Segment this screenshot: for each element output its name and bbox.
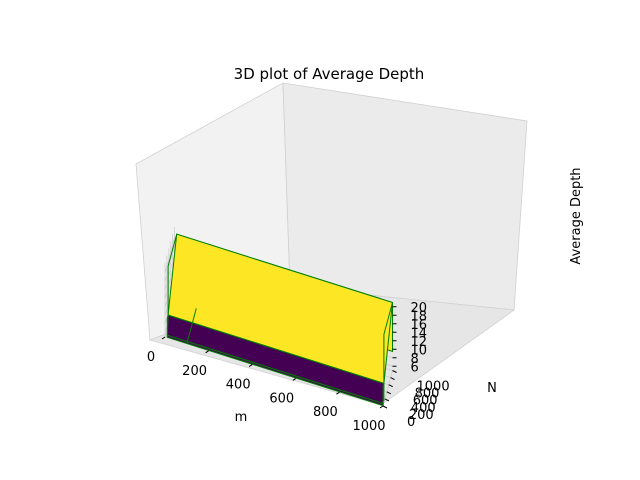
y-tick-mark [384, 398, 390, 402]
z-axis-label: Average Depth [569, 167, 584, 264]
y-tick-label: 600 [413, 394, 438, 409]
z-tick-label: 18 [411, 309, 428, 324]
grid-line-m [382, 370, 393, 407]
x-tick-label: 400 [226, 378, 251, 393]
x-tick-label: 800 [313, 405, 338, 420]
y-tick-mark [390, 377, 395, 381]
z-tick-label: 8 [411, 352, 419, 367]
z-tick-label: 10 [411, 343, 428, 358]
y-tick-label: 400 [411, 401, 436, 416]
y-tick-label: 200 [409, 408, 434, 423]
depth-surface [166, 233, 394, 407]
chart-title: 3D plot of Average Depth [234, 65, 425, 83]
y-tick-mark [388, 384, 393, 388]
x-axis-label: m [235, 410, 248, 425]
z-tick-label: 12 [411, 335, 428, 350]
y-tick-mark [386, 391, 392, 395]
x-tick-mark [292, 377, 297, 381]
y-axis-label: N [487, 381, 497, 396]
y-tick-label: 1000 [417, 380, 450, 395]
y-tick-label: 0 [407, 415, 415, 430]
surface-edge-m-1 [186, 308, 197, 344]
z-tick-label: 6 [411, 360, 419, 375]
y-tick-mark [392, 370, 397, 373]
x-tick-mark [379, 405, 384, 409]
x-tick-label: 600 [269, 391, 294, 406]
y-tick-mark [382, 405, 388, 409]
z-tick-label: 16 [411, 318, 428, 333]
x-tick-label: 200 [182, 364, 207, 379]
surface-edge-m-0 [166, 234, 178, 338]
z-tick-label: 20 [411, 301, 428, 316]
x-tick-mark [161, 336, 166, 340]
surface-edge-m-2 [382, 302, 393, 406]
x-tick-mark [336, 391, 340, 395]
x-tick-label: 1000 [352, 419, 385, 434]
back-pane-right [282, 82, 528, 311]
z-tick-label: 14 [411, 326, 428, 341]
x-tick-mark [205, 350, 209, 354]
x-tick-label: 0 [147, 350, 155, 365]
x-tick-mark [248, 364, 253, 368]
y-tick-label: 800 [415, 387, 440, 402]
